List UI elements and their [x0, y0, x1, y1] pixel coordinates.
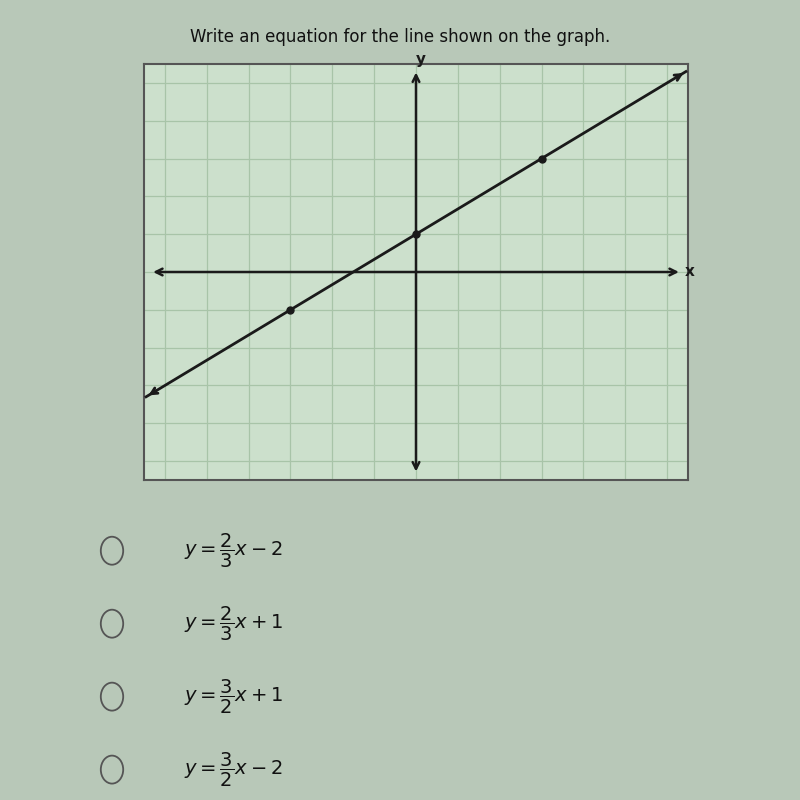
Text: $y=\dfrac{3}{2}x-2$: $y=\dfrac{3}{2}x-2$ [184, 750, 282, 789]
Text: $y=\dfrac{2}{3}x+1$: $y=\dfrac{2}{3}x+1$ [184, 605, 283, 642]
Text: $y=\dfrac{2}{3}x-2$: $y=\dfrac{2}{3}x-2$ [184, 532, 282, 570]
Text: y: y [416, 52, 426, 66]
Text: x: x [685, 265, 695, 279]
Text: Write an equation for the line shown on the graph.: Write an equation for the line shown on … [190, 28, 610, 46]
Text: $y=\dfrac{3}{2}x+1$: $y=\dfrac{3}{2}x+1$ [184, 678, 283, 716]
